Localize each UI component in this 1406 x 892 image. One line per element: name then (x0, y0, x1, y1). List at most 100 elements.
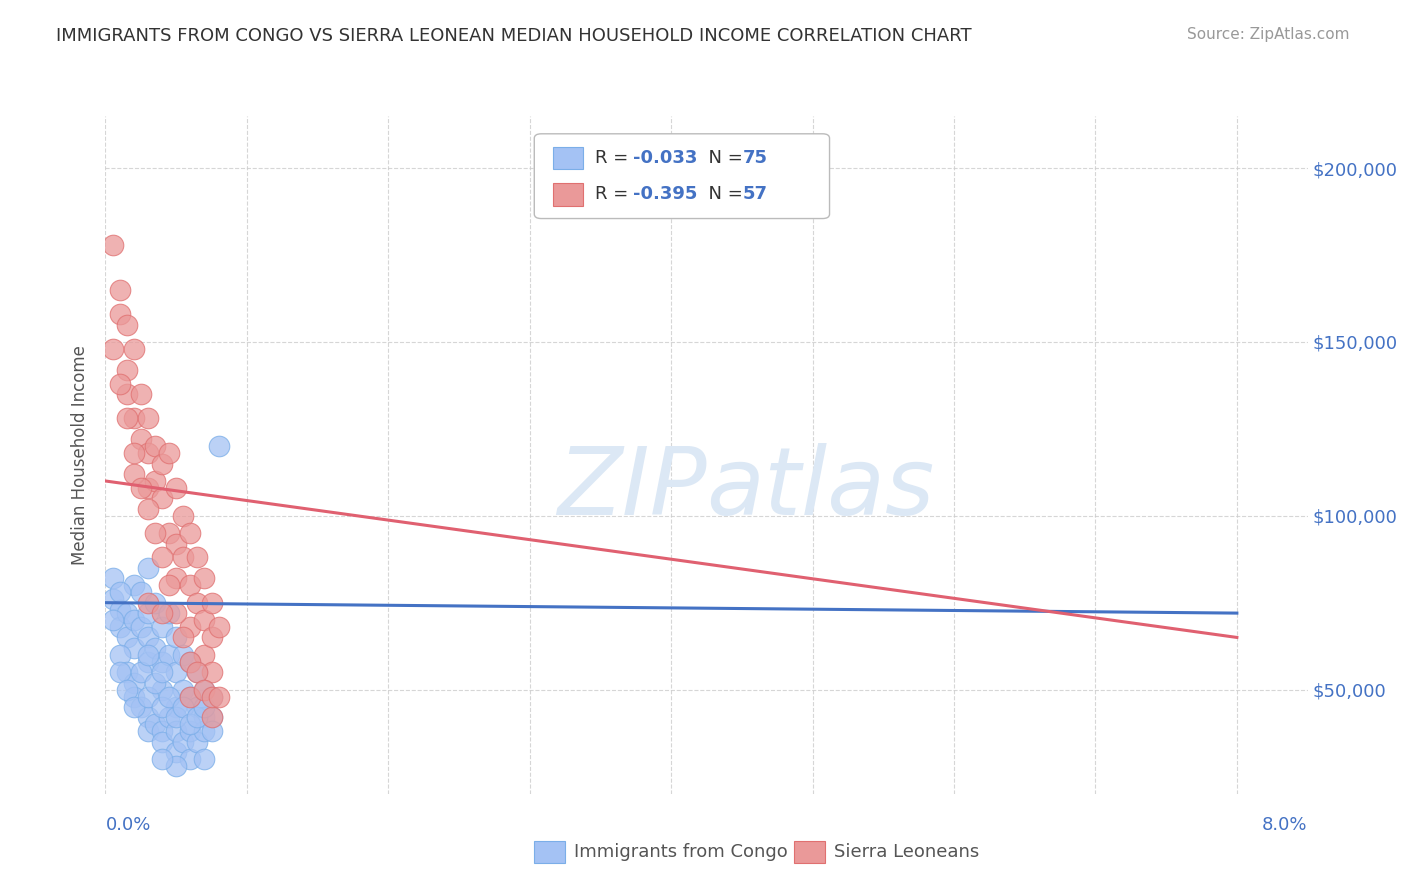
Point (136, 501, 159, 516)
Text: 75: 75 (742, 149, 768, 167)
Point (122, 446, 145, 460)
Point (136, 561, 159, 575)
Point (165, 724, 187, 739)
Point (136, 648, 159, 662)
Point (122, 700, 145, 714)
Point (172, 508, 194, 523)
Point (165, 536, 187, 550)
Point (136, 411, 159, 425)
Point (193, 682, 215, 697)
Point (136, 606, 159, 620)
Point (122, 411, 145, 425)
Point (179, 690, 201, 704)
Point (150, 665, 173, 680)
Point (165, 759, 187, 773)
Point (122, 342, 145, 356)
Point (122, 578, 145, 592)
Point (136, 724, 159, 739)
Point (200, 710, 222, 724)
Point (186, 665, 208, 680)
Point (165, 571, 187, 585)
Point (122, 690, 145, 704)
Point (143, 474, 166, 488)
Point (200, 724, 222, 739)
Point (101, 342, 124, 356)
Point (136, 631, 159, 645)
Point (143, 717, 166, 731)
Point (150, 655, 173, 669)
Point (150, 457, 173, 471)
Point (136, 710, 159, 724)
Text: N =: N = (697, 149, 749, 167)
Point (172, 648, 194, 662)
Point (193, 571, 215, 585)
Point (108, 620, 131, 634)
Point (129, 620, 152, 634)
Point (150, 491, 173, 506)
Point (200, 710, 222, 724)
Point (200, 690, 222, 704)
Point (129, 585, 152, 599)
Point (108, 376, 131, 391)
Point (186, 665, 208, 680)
Point (129, 700, 152, 714)
Point (207, 439, 229, 453)
Point (165, 745, 187, 759)
Point (157, 578, 180, 592)
Point (129, 665, 152, 680)
Point (150, 752, 173, 766)
Point (179, 655, 201, 669)
Point (115, 318, 138, 332)
Point (136, 481, 159, 495)
Point (122, 613, 145, 627)
Point (165, 631, 187, 645)
Point (150, 700, 173, 714)
Point (157, 606, 180, 620)
Text: Sierra Leoneans: Sierra Leoneans (834, 843, 979, 861)
Point (186, 735, 208, 749)
Text: 0.0%: 0.0% (105, 816, 150, 834)
Point (115, 363, 138, 377)
Point (207, 690, 229, 704)
Point (101, 237, 124, 252)
Point (101, 571, 124, 585)
Point (150, 606, 173, 620)
Text: Immigrants from Congo: Immigrants from Congo (574, 843, 787, 861)
Text: atlas: atlas (707, 443, 935, 534)
Point (129, 481, 152, 495)
Point (143, 675, 166, 690)
Point (115, 665, 138, 680)
Point (193, 682, 215, 697)
Point (108, 665, 131, 680)
Point (115, 682, 138, 697)
Point (193, 700, 215, 714)
Point (108, 585, 131, 599)
Point (179, 578, 201, 592)
Point (179, 655, 201, 669)
Point (186, 550, 208, 565)
Point (115, 387, 138, 401)
Point (136, 655, 159, 669)
Point (172, 550, 194, 565)
Point (193, 710, 215, 724)
Point (157, 710, 180, 724)
Point (165, 606, 187, 620)
Point (157, 526, 180, 541)
Point (143, 526, 166, 541)
Point (150, 550, 173, 565)
Point (143, 640, 166, 655)
Point (200, 631, 222, 645)
Text: -0.395: -0.395 (633, 186, 697, 203)
Point (136, 596, 159, 610)
Point (115, 411, 138, 425)
Point (165, 700, 187, 714)
Point (136, 446, 159, 460)
Point (200, 665, 222, 680)
Text: -0.033: -0.033 (633, 149, 697, 167)
Text: N =: N = (697, 186, 749, 203)
Text: R =: R = (595, 149, 634, 167)
Point (200, 690, 222, 704)
Point (108, 307, 131, 321)
Point (179, 620, 201, 634)
Point (129, 432, 152, 446)
